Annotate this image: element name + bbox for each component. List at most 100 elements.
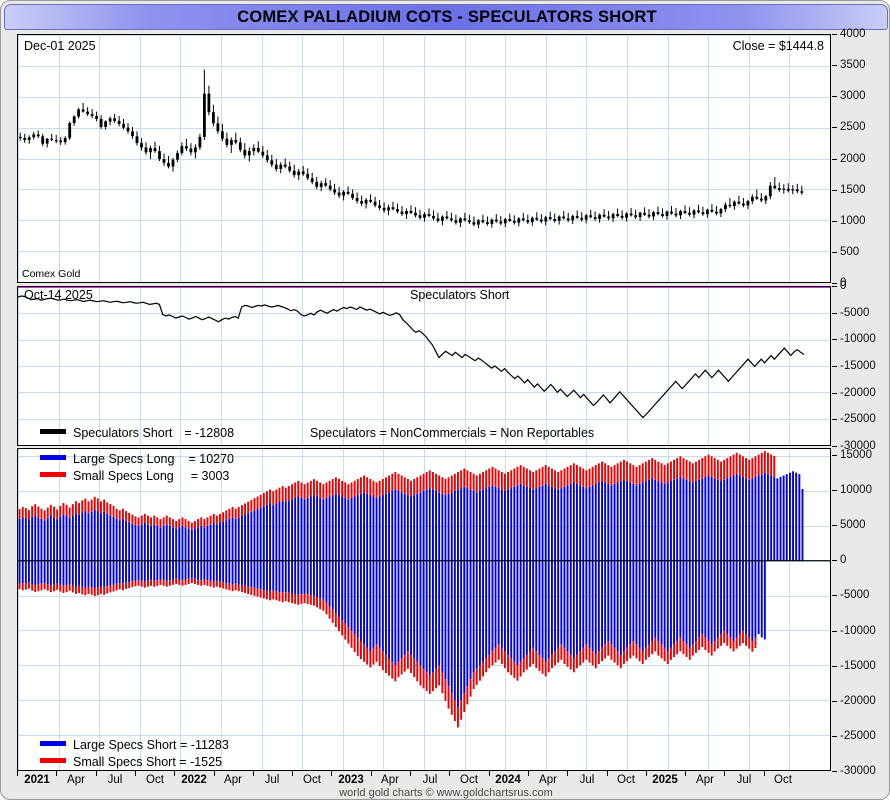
legend-swatch-small-specs-short: [40, 758, 66, 764]
y-tick: [832, 631, 837, 632]
legend-swatch-small-specs-long: [40, 472, 66, 478]
x-tick-label: Jul: [264, 774, 280, 786]
x-tick-label: Apr: [696, 774, 714, 786]
x-tick-label: 2024: [495, 774, 521, 786]
y-tick: [832, 159, 837, 160]
x-tick: [489, 771, 490, 776]
y-tick-label: -20000: [840, 695, 876, 707]
x-tick: [174, 771, 175, 776]
y-tick-label: 2000: [840, 153, 866, 165]
legend-value-small-specs-long: = 3003: [190, 469, 230, 483]
x-tick: [685, 771, 686, 776]
y-tick-label: 2500: [840, 121, 866, 133]
x-tick-label: 2023: [338, 774, 364, 786]
legend-value-speculators-short: = -12808: [184, 426, 235, 440]
x-tick: [528, 771, 529, 776]
legend-swatch-large-specs-long: [40, 455, 66, 461]
y-tick-label: 5000: [840, 519, 866, 531]
legend-label-small-specs-long: Small Specs Long: [73, 469, 174, 483]
x-tick-label: Oct: [303, 774, 321, 786]
x-tick-label: Oct: [774, 774, 792, 786]
y-tick-label: 10000: [840, 484, 872, 496]
speculators-short-canvas: [18, 287, 830, 445]
y-tick-label: -5000: [840, 307, 870, 319]
x-tick-label: Jul: [579, 774, 595, 786]
y-tick: [832, 455, 837, 456]
spec-panel-title: Speculators Short: [410, 288, 510, 302]
x-tick-label: 2022: [181, 774, 207, 786]
y-tick-label: -30000: [840, 440, 876, 452]
x-tick-label: Apr: [381, 774, 399, 786]
x-tick-label: Apr: [539, 774, 557, 786]
y-tick: [832, 366, 837, 367]
x-tick-label: Oct: [146, 774, 164, 786]
x-tick: [646, 771, 647, 776]
window-title-bar: COMEX PALLADIUM COTS - SPECULATORS SHORT: [4, 4, 888, 30]
x-tick: [135, 771, 136, 776]
legend-label-large-specs-short: Large Specs Short = -11283: [73, 738, 229, 752]
x-tick-label: Jul: [736, 774, 752, 786]
y-tick: [832, 771, 837, 772]
x-tick: [764, 771, 765, 776]
y-tick: [832, 393, 837, 394]
specs-long-short-canvas: [18, 449, 830, 770]
x-tick-label: 2021: [24, 774, 50, 786]
price-source-label: Comex Gold: [22, 268, 81, 280]
y-tick: [832, 252, 837, 253]
y-tick-label: 1500: [840, 184, 866, 196]
y-tick: [832, 525, 837, 526]
x-tick: [567, 771, 568, 776]
x-tick: [56, 771, 57, 776]
y-tick: [832, 419, 837, 420]
x-tick: [449, 771, 450, 776]
y-tick: [832, 446, 837, 447]
specs-long-short-panel: Large Specs Long = 10270 Small Specs Long…: [17, 448, 831, 771]
x-tick-label: Jul: [422, 774, 438, 786]
x-tick-label: Apr: [67, 774, 85, 786]
price-chart-panel: Dec-01 2025 Close = $1444.8 Comex Gold: [17, 34, 831, 283]
page-title: COMEX PALLADIUM COTS - SPECULATORS SHORT: [237, 8, 657, 26]
x-tick: [371, 771, 372, 776]
spec-date-label: Oct-14 2025: [24, 288, 93, 302]
y-tick: [832, 283, 837, 284]
x-tick: [410, 771, 411, 776]
x-tick: [724, 771, 725, 776]
x-tick: [607, 771, 608, 776]
y-tick: [832, 560, 837, 561]
y-tick: [832, 313, 837, 314]
y-tick-label: -15000: [840, 660, 876, 672]
legend-value-large-specs-long: = 10270: [188, 452, 235, 466]
y-tick: [832, 190, 837, 191]
y-tick-label: 1000: [840, 215, 866, 227]
price-chart-canvas: [18, 35, 830, 282]
legend-large-specs-short: Large Specs Short = -11283: [40, 738, 229, 752]
footer-credit: world gold charts © www.goldchartsrus.co…: [339, 787, 553, 799]
x-tick-label: 2025: [652, 774, 678, 786]
legend-small-specs-long: Small Specs Long = 3003: [40, 469, 229, 483]
x-tick: [96, 771, 97, 776]
legend-swatch-speculators-short: [40, 429, 66, 435]
y-tick: [832, 666, 837, 667]
y-tick: [832, 701, 837, 702]
y-tick-label: -25000: [840, 413, 876, 425]
legend-label-small-specs-short: Small Specs Short = -1525: [73, 755, 223, 769]
y-tick-label: 500: [840, 246, 860, 258]
y-tick: [832, 65, 837, 66]
y-tick: [832, 34, 837, 35]
y-tick-label: -10000: [840, 333, 876, 345]
y-tick-label: -30000: [840, 765, 876, 777]
x-tick-label: Jul: [107, 774, 123, 786]
y-tick: [832, 339, 837, 340]
y-tick: [832, 286, 837, 287]
price-date-label: Dec-01 2025: [24, 39, 96, 53]
y-tick: [832, 221, 837, 222]
y-tick-label: 15000: [840, 449, 872, 461]
legend-large-specs-long: Large Specs Long = 10270: [40, 452, 234, 466]
x-tick: [292, 771, 293, 776]
legend-swatch-large-specs-short: [40, 741, 66, 747]
y-tick: [832, 127, 837, 128]
y-tick-label: -10000: [840, 625, 876, 637]
x-tick-label: Oct: [460, 774, 478, 786]
y-tick-label: -15000: [840, 360, 876, 372]
